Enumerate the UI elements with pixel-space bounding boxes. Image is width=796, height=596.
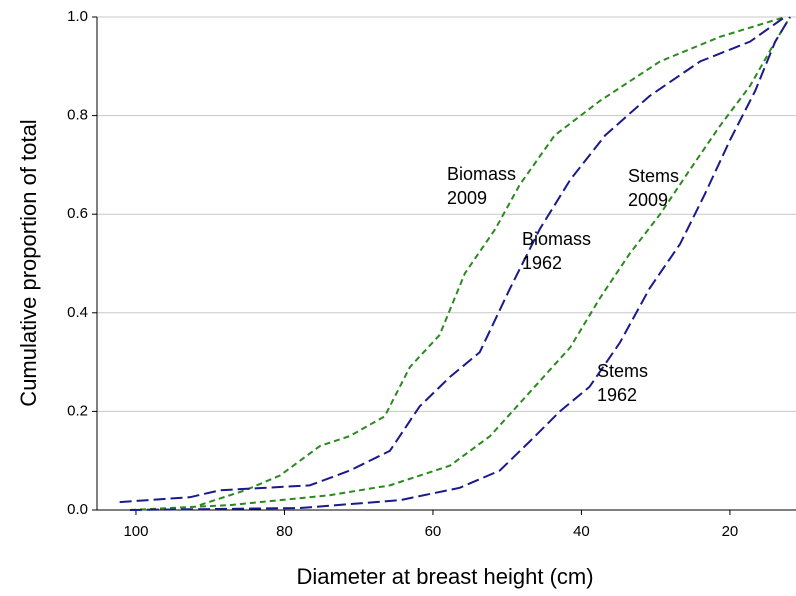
y-tick-label: 1.0 [67,8,88,25]
series-line [129,16,791,511]
annotation: 1962 [522,253,562,273]
annotation: Biomass [447,164,516,184]
annotation: 2009 [628,190,668,210]
y-axis-label: Cumulative proportion of total [16,119,41,406]
series-line [199,16,786,507]
annotation: 1962 [597,385,637,405]
x-axis-label: Diameter at breast height (cm) [296,564,593,589]
annotation: Biomass [522,229,591,249]
x-tick-label: 40 [573,523,590,540]
x-tick-label: 100 [123,523,148,540]
annotation: Stems [628,166,679,186]
x-tick-label: 20 [722,523,739,540]
y-tick-label: 0.4 [67,304,88,321]
x-tick-label: 60 [425,523,442,540]
y-tick-label: 0.0 [67,501,88,518]
y-tick-label: 0.6 [67,205,88,222]
y-tick-label: 0.2 [67,402,88,419]
y-tick-label: 0.8 [67,107,88,124]
annotation: 2009 [447,188,487,208]
x-tick-label: 80 [276,523,293,540]
annotation: Stems [597,361,648,381]
series-line [119,16,786,504]
series-line [130,16,791,511]
